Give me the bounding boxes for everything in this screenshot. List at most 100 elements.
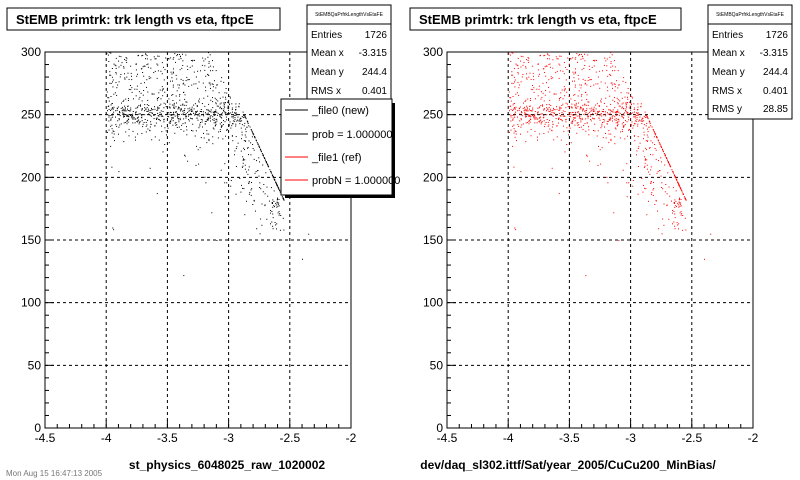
data-point [273,190,275,192]
data-point [635,114,636,116]
data-point [278,211,280,213]
data-point [607,112,608,114]
data-point [216,240,218,241]
data-point [617,111,619,113]
data-point [207,119,209,121]
data-point [244,116,246,118]
data-point [232,117,234,119]
data-point [184,154,185,156]
data-point [137,121,139,123]
data-point [277,198,278,200]
data-point [553,93,555,95]
data-point [626,92,628,94]
data-point [272,199,274,201]
data-point [183,118,185,120]
data-point [266,163,268,165]
data-point [595,112,596,114]
data-point [588,115,590,117]
data-point [259,233,261,235]
data-point [534,122,536,124]
data-point [154,108,156,110]
data-point [546,82,547,84]
data-point [260,188,262,190]
y-tick-label: 200 [21,170,41,184]
data-point [557,58,559,60]
data-point [205,75,207,77]
data-point [569,87,570,89]
data-point [175,74,177,76]
data-point [591,107,593,109]
left-stats-value-3: 0.401 [362,86,387,97]
data-point [588,101,590,103]
data-point [628,92,630,94]
data-point [596,103,598,105]
data-point [585,111,587,113]
data-point [212,127,214,129]
data-point [275,183,277,185]
data-point [548,107,550,109]
data-point [232,116,234,117]
data-point [666,193,668,195]
y-tick-label: 300 [423,45,443,59]
data-point [679,205,681,207]
data-point [147,66,149,68]
data-point [625,81,627,83]
data-point [664,155,666,157]
data-point [184,98,186,100]
data-point [127,72,129,74]
data-point [111,132,113,134]
data-point [276,201,278,203]
data-point [642,118,644,119]
data-point [629,113,631,115]
data-point [175,124,177,126]
data-point [161,86,163,88]
data-point [157,107,159,109]
data-point [593,108,595,110]
data-point [631,121,633,123]
data-point [547,125,549,127]
data-point [529,115,531,117]
data-point [616,97,618,99]
data-point [160,110,162,112]
data-point [231,109,233,110]
data-point [582,104,584,106]
data-point [626,106,628,108]
data-point [228,95,229,97]
data-point [224,92,226,94]
right-stats-value-3: 0.401 [763,86,788,97]
data-point [136,85,138,87]
data-point [185,104,187,106]
data-point [110,119,111,121]
data-point [131,115,133,116]
data-point [543,120,545,122]
data-point [163,79,165,81]
data-point [514,108,516,110]
data-point [614,70,616,72]
data-point [125,131,127,133]
data-point [204,123,206,125]
data-point [553,113,555,114]
data-point [145,121,147,123]
data-point [222,112,223,114]
data-point [593,118,595,120]
data-point [254,137,256,138]
data-point [212,111,214,113]
data-point [656,137,658,138]
data-point [556,125,558,127]
data-point [125,110,127,112]
data-point [527,122,529,123]
data-point [210,109,212,111]
data-point [654,204,656,205]
data-point [172,86,174,88]
data-point [637,148,639,149]
data-point [212,83,214,85]
data-point [646,122,648,124]
data-point [253,149,255,151]
data-point [558,63,560,65]
data-point [137,106,139,108]
data-point [248,183,250,184]
data-point [632,185,634,187]
data-point [674,203,675,204]
data-point [513,103,515,105]
